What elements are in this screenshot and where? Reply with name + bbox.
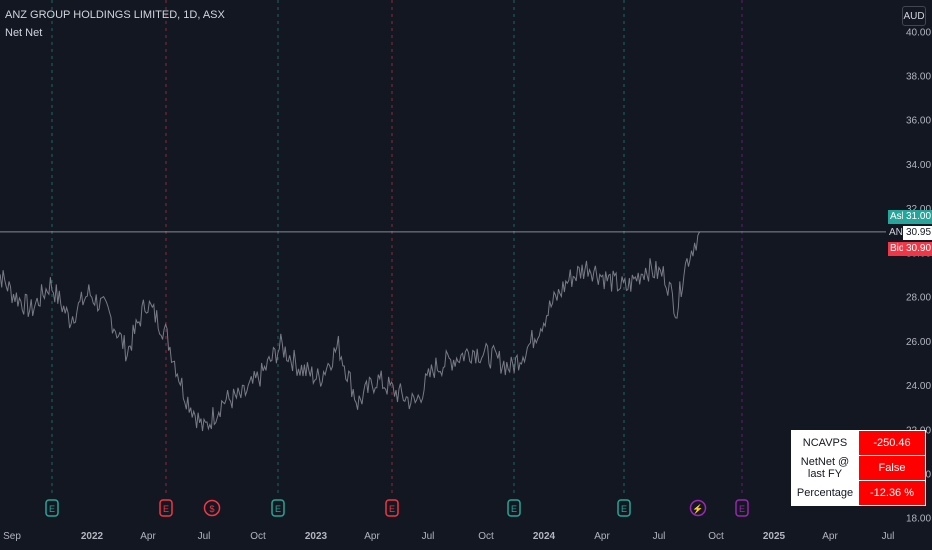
event-markers[interactable]: E E $ E E E E ⚡ E	[45, 499, 749, 517]
event-vlines	[51, 0, 743, 496]
marker-box	[271, 499, 285, 517]
row-value: -12.36 %	[858, 480, 926, 506]
marker-box	[735, 499, 749, 517]
y-tick-label: 36.00	[906, 116, 931, 127]
x-tick-label: Apr	[140, 531, 156, 542]
marker-label: E	[739, 504, 745, 514]
x-tick-label: 2023	[305, 531, 328, 542]
earnings-marker[interactable]: ⚡	[689, 499, 707, 517]
bid-price-tag: 30.90	[903, 242, 932, 256]
x-tick-label: Apr	[594, 531, 610, 542]
x-tick-label: 2022	[81, 531, 104, 542]
y-tick-label: 38.00	[906, 72, 931, 83]
x-tick-label: Apr	[822, 531, 838, 542]
earnings-marker[interactable]: E	[385, 499, 399, 517]
x-tick-label: Oct	[708, 531, 724, 542]
row-label: Percentage	[791, 480, 859, 506]
marker-circle	[689, 499, 707, 517]
y-tick-label: 32.00	[906, 204, 931, 215]
currency-button[interactable]: AUD	[902, 6, 926, 26]
table-row: NCAVPS -250.46	[791, 430, 926, 456]
earnings-marker[interactable]: E	[735, 499, 749, 517]
last-price-tag: 30.95	[903, 226, 932, 240]
earnings-marker[interactable]: E	[159, 499, 173, 517]
indicator-name[interactable]: Net Net	[5, 27, 43, 39]
x-tick-label: Jul	[653, 531, 666, 542]
x-tick-label: Jul	[198, 531, 211, 542]
marker-box	[617, 499, 631, 517]
earnings-marker[interactable]: E	[507, 499, 521, 517]
row-value: False	[858, 455, 926, 481]
earnings-marker[interactable]: E	[271, 499, 285, 517]
marker-box	[507, 499, 521, 517]
y-tick-label: 28.00	[906, 293, 931, 304]
marker-box	[159, 499, 173, 517]
row-value: -250.46	[858, 430, 926, 456]
x-tick-label: 2025	[763, 531, 786, 542]
netnet-table: NCAVPS -250.46 NetNet @ last FY False Pe…	[791, 430, 926, 506]
marker-label: E	[511, 504, 517, 514]
x-tick-label: Jul	[882, 531, 895, 542]
marker-label: E	[163, 504, 169, 514]
y-tick-label: 18.00	[906, 514, 931, 525]
x-tick-label: Sep	[3, 531, 21, 542]
chart-title: ANZ GROUP HOLDINGS LIMITED, 1D, ASX	[5, 9, 225, 21]
x-tick-label: Oct	[250, 531, 266, 542]
row-label: NetNet @ last FY	[791, 455, 859, 481]
x-tick-label: Oct	[478, 531, 494, 542]
marker-circle	[203, 499, 221, 517]
ask-price-tag: 31.00	[903, 210, 932, 224]
table-row: Percentage -12.36 %	[791, 480, 926, 506]
row-label: NCAVPS	[791, 430, 859, 456]
table-row: NetNet @ last FY False	[791, 455, 926, 481]
time-axis[interactable]: Sep 2022 Apr Jul Oct 2023 Apr Jul Oct 2024 Apr Jul O…	[3, 531, 894, 542]
marker-label: E	[389, 504, 395, 514]
price-line	[0, 231, 700, 432]
price-series	[0, 231, 700, 432]
x-tick-label: 2024	[533, 531, 556, 542]
y-tick-label: 24.00	[906, 381, 931, 392]
y-tick-label: 40.00	[906, 27, 931, 38]
y-tick-label: 34.00	[906, 160, 931, 171]
marker-box	[385, 499, 399, 517]
earnings-marker[interactable]: E	[617, 499, 631, 517]
x-tick-label: Jul	[422, 531, 435, 542]
marker-label: E	[621, 504, 627, 514]
y-tick-label: 26.00	[906, 337, 931, 348]
bid-label: Bid	[888, 242, 907, 256]
x-tick-label: Apr	[364, 531, 380, 542]
marker-label: ⚡	[692, 503, 703, 515]
marker-label: E	[49, 504, 55, 514]
marker-label: $	[209, 504, 214, 514]
marker-label: E	[275, 504, 281, 514]
dividend-marker[interactable]: $	[203, 499, 221, 517]
marker-box	[45, 499, 59, 517]
earnings-marker[interactable]: E	[45, 499, 59, 517]
